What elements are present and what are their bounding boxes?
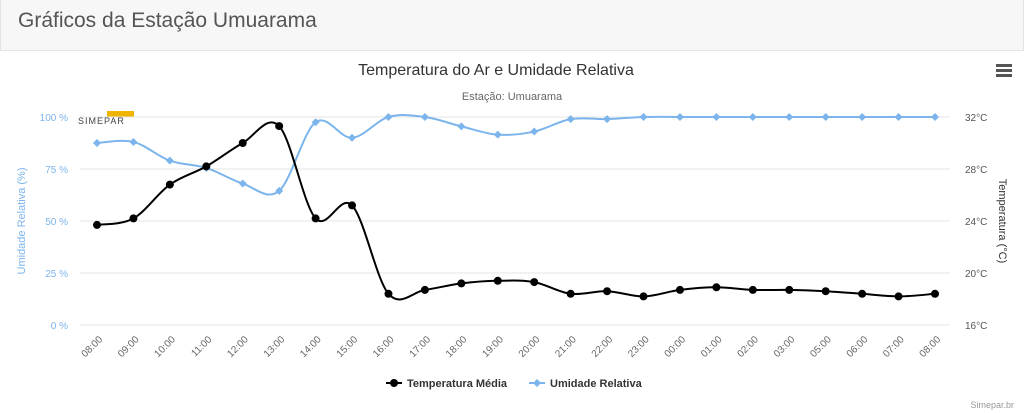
- y-left-tick: 75 %: [45, 165, 68, 176]
- temperature-point: [712, 283, 721, 292]
- temperature-point: [238, 139, 247, 147]
- simepar-logo: SIMEPAR: [78, 111, 134, 125]
- temperature-point: [530, 278, 539, 287]
- x-tick: 06:00: [845, 334, 871, 360]
- x-tick: 08:00: [918, 334, 944, 360]
- x-tick: 12:00: [225, 334, 251, 360]
- humidity-point: [384, 113, 393, 121]
- humidity-point: [712, 113, 721, 121]
- x-tick: 22:00: [590, 334, 616, 360]
- x-tick: 09:00: [116, 334, 142, 360]
- x-tick: 13:00: [262, 334, 288, 360]
- humidity-point: [420, 113, 429, 121]
- temperature-point: [675, 285, 684, 294]
- humidity-point: [894, 113, 903, 121]
- y-left-tick: 0 %: [51, 321, 68, 332]
- temperature-point: [931, 289, 939, 298]
- x-tick: 17:00: [408, 334, 434, 360]
- humidity-point: [639, 113, 648, 121]
- x-tick: 21:00: [553, 334, 579, 360]
- x-tick: 00:00: [663, 334, 689, 360]
- y-right-tick: 32°C: [965, 113, 987, 124]
- y-left-tick: 50 %: [45, 217, 68, 228]
- y-right-tick: 24°C: [965, 217, 987, 228]
- humidity-point: [238, 179, 247, 188]
- temperature-point: [311, 214, 320, 223]
- x-tick: 14:00: [298, 334, 324, 360]
- x-tick: 02:00: [735, 334, 761, 360]
- x-tick: 07:00: [881, 334, 907, 360]
- x-tick: 18:00: [444, 334, 470, 360]
- x-tick: 05:00: [808, 334, 834, 360]
- legend-humidity-marker: [533, 379, 541, 387]
- y-left-tick: 100 %: [40, 113, 68, 124]
- humidity-point: [493, 130, 502, 139]
- temperature-point: [566, 289, 575, 298]
- temperature-point: [384, 289, 393, 298]
- x-tick: 08:00: [80, 334, 106, 360]
- humidity-point: [311, 118, 320, 127]
- chart-title: Temperatura do Ar e Umidade Relativa: [358, 62, 634, 79]
- credit-link[interactable]: Simepar.br: [970, 400, 1014, 410]
- temperature-point: [457, 279, 466, 288]
- temperature-point: [165, 180, 174, 189]
- temperature-point: [603, 287, 612, 296]
- temperature-point: [821, 287, 830, 296]
- x-tick: 01:00: [699, 334, 725, 360]
- x-tick: 19:00: [480, 334, 506, 360]
- temperature-point: [275, 122, 284, 131]
- humidity-point: [675, 113, 684, 121]
- humidity-point: [566, 115, 575, 124]
- humidity-point: [530, 127, 539, 136]
- chart-subtitle: Estação: Umuarama: [462, 91, 563, 103]
- y-left-tick: 25 %: [45, 269, 68, 280]
- chart-menu-button[interactable]: [996, 64, 1012, 79]
- temperature-point: [785, 285, 794, 294]
- humidity-point: [129, 137, 138, 146]
- y-right-label: Temperatura (°C): [996, 179, 1008, 263]
- humidity-point: [748, 113, 757, 121]
- humidity-point: [165, 156, 174, 165]
- page-header: Gráficos da Estação Umuarama: [0, 0, 1024, 51]
- y-right-tick: 16°C: [965, 321, 987, 332]
- svg-text:SIMEPAR: SIMEPAR: [78, 116, 125, 125]
- legend-temperature-label: Temperatura Média: [407, 378, 508, 390]
- y-right-tick: 20°C: [965, 269, 987, 280]
- x-tick: 20:00: [517, 334, 543, 360]
- temperature-point: [129, 214, 138, 223]
- temperature-point: [93, 220, 101, 229]
- x-tick: 03:00: [772, 334, 798, 360]
- temperature-point: [420, 285, 429, 294]
- humidity-point: [931, 113, 939, 121]
- humidity-point: [821, 113, 830, 121]
- humidity-point: [348, 133, 357, 142]
- legend-temperature-marker: [390, 379, 398, 387]
- temperature-point: [202, 162, 211, 171]
- x-tick: 10:00: [153, 334, 179, 360]
- humidity-point: [785, 113, 794, 121]
- temperature-point: [348, 201, 357, 210]
- temperature-point: [748, 285, 757, 294]
- humidity-point: [457, 122, 466, 131]
- x-tick: 16:00: [371, 334, 397, 360]
- humidity-point: [858, 113, 867, 121]
- x-tick: 15:00: [335, 334, 361, 360]
- humidity-point: [603, 115, 612, 124]
- page-title: Gráficos da Estação Umuarama: [18, 9, 317, 32]
- x-tick: 23:00: [626, 334, 652, 360]
- humidity-point: [275, 186, 284, 195]
- temperature-point: [639, 292, 648, 301]
- temperature-point: [493, 276, 502, 285]
- temperature-point: [858, 289, 867, 298]
- y-left-label: Umidade Relativa (%): [16, 168, 28, 275]
- x-tick: 11:00: [189, 334, 214, 359]
- legend-humidity-label: Umidade Relativa: [550, 378, 643, 390]
- humidity-point: [93, 139, 101, 147]
- y-right-tick: 28°C: [965, 165, 987, 176]
- temperature-point: [894, 292, 903, 301]
